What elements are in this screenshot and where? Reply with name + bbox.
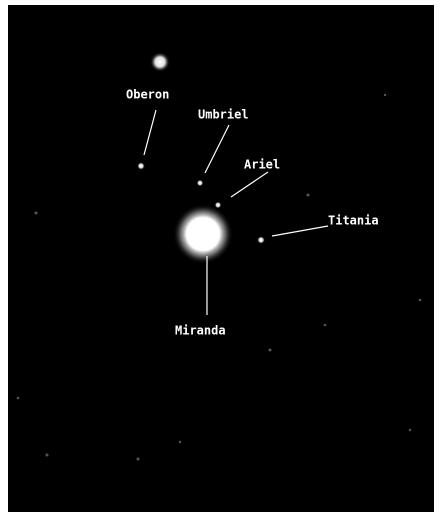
uranus: [173, 204, 233, 264]
moon-label: Oberon: [126, 88, 169, 102]
star: [150, 52, 170, 72]
page: Oberon Umbriel Ariel Titania Miranda (()…: [0, 0, 441, 519]
moon-ariel: [215, 202, 222, 209]
moon-umbriel: [197, 180, 204, 187]
moon-titania: [257, 236, 265, 244]
moon-label: Ariel: [244, 158, 280, 172]
moon-label: Titania: [328, 214, 379, 228]
sky: [8, 5, 434, 512]
photo: Oberon Umbriel Ariel Titania Miranda: [0, 0, 441, 519]
moon-label: Umbriel: [198, 108, 249, 122]
moon-oberon: [137, 162, 145, 170]
moon-label: Miranda: [175, 324, 226, 338]
